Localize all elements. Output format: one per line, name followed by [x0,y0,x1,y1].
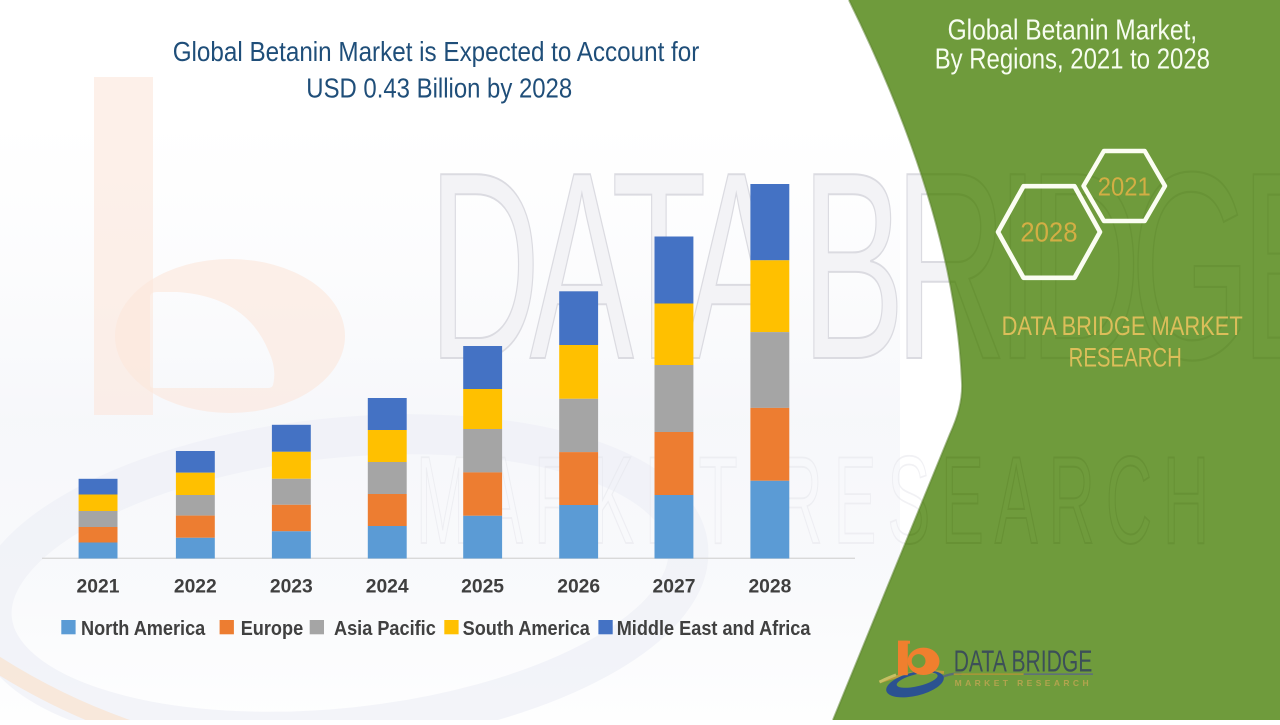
svg-text:MARKET RESEARCH: MARKET RESEARCH [955,678,1092,688]
svg-text:DATA BRIDGE: DATA BRIDGE [428,117,1280,415]
svg-text:Asia Pacific: Asia Pacific [334,617,436,640]
svg-text:USD 0.43 Billion by 2028: USD 0.43 Billion by 2028 [306,74,572,104]
svg-text:2021: 2021 [77,577,120,598]
svg-text:Europe: Europe [241,617,304,640]
svg-text:North America: North America [81,617,205,640]
svg-text:2021: 2021 [1098,173,1151,202]
svg-text:2026: 2026 [557,577,600,598]
svg-text:Middle East and Africa: Middle East and Africa [617,617,811,640]
svg-text:RESEARCH: RESEARCH [1069,344,1182,373]
svg-text:2022: 2022 [174,577,217,598]
svg-text:2028: 2028 [1020,217,1077,248]
svg-text:2027: 2027 [653,577,696,598]
svg-text:Global Betanin Market,: Global Betanin Market, [948,13,1197,45]
svg-text:2028: 2028 [748,577,791,598]
svg-text:Global Betanin Market is Expec: Global Betanin Market is Expected to Acc… [173,35,700,67]
svg-text:South America: South America [463,617,590,640]
svg-text:2024: 2024 [366,577,409,598]
svg-text:DATA BRIDGE MARKET: DATA BRIDGE MARKET [1002,312,1243,341]
svg-text:2025: 2025 [461,577,504,598]
svg-text:2023: 2023 [270,577,313,598]
svg-text:DATA BRIDGE: DATA BRIDGE [954,643,1093,678]
svg-text:By Regions, 2021 to 2028: By Regions, 2021 to 2028 [935,42,1210,75]
